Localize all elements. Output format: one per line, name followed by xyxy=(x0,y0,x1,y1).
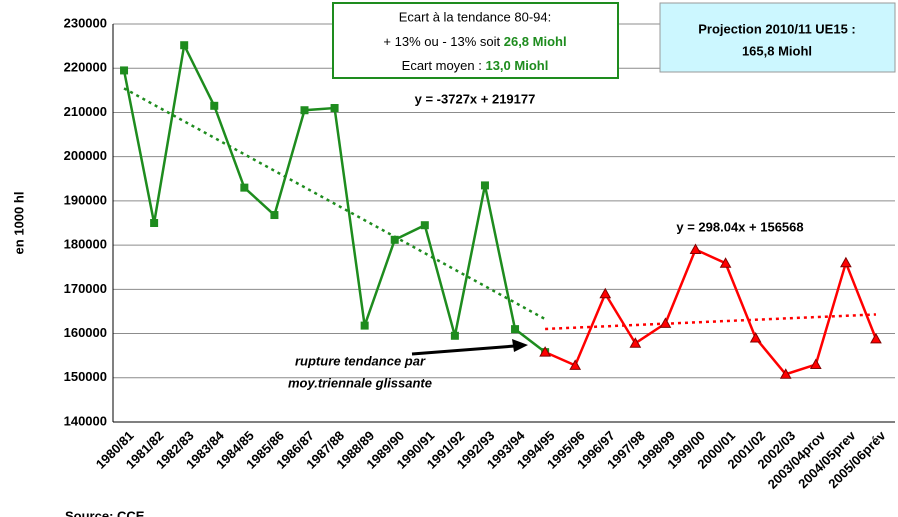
marker xyxy=(779,368,792,379)
box-highlight: 26,8 Miohl xyxy=(504,34,567,49)
y-tick-label: 210000 xyxy=(64,104,107,119)
arrow-note: moy.triennale glissante xyxy=(288,375,432,390)
y-tick-label: 180000 xyxy=(64,237,107,252)
y-tick-label: 190000 xyxy=(64,192,107,207)
y-tick-label: 150000 xyxy=(64,369,107,384)
y-tick-label: 170000 xyxy=(64,281,107,296)
marker xyxy=(300,106,309,115)
marker xyxy=(180,41,189,50)
source: Source: CCE xyxy=(65,508,145,517)
trend-line xyxy=(545,313,877,331)
marker xyxy=(689,243,702,255)
marker xyxy=(659,317,672,328)
marker xyxy=(330,104,339,113)
marker xyxy=(870,332,882,344)
box-text: + 13% ou - 13% soit xyxy=(383,34,503,49)
marker xyxy=(360,321,369,330)
trend-label: y = 298.04x + 156568 xyxy=(676,219,803,234)
plot: 140000 150000 160000 170000 180000 190000 2000… xyxy=(64,15,895,492)
marker xyxy=(390,235,399,244)
marker xyxy=(420,221,429,230)
y-tick-label: 230000 xyxy=(64,15,107,30)
series-line xyxy=(544,247,878,376)
marker xyxy=(150,219,159,227)
arrow-note: rupture tendance par xyxy=(295,353,426,368)
y-tick-label: 220000 xyxy=(64,60,107,75)
green-box xyxy=(332,2,619,79)
marker xyxy=(719,257,732,268)
y-axis-label: en 1000 hl xyxy=(11,192,26,255)
marker xyxy=(840,256,852,268)
projection-box xyxy=(659,2,896,73)
y-tick-label: 160000 xyxy=(64,325,107,340)
box-text: Ecart moyen : 13,0 Miohl xyxy=(402,58,549,73)
projection-text: 165,8 Miohl xyxy=(742,43,812,58)
marker xyxy=(270,211,279,220)
box-highlight: 13,0 Miohl xyxy=(485,58,548,73)
marker xyxy=(599,287,612,299)
marker xyxy=(240,183,249,192)
marker xyxy=(120,66,129,75)
marker xyxy=(749,331,762,343)
trend-line xyxy=(123,87,546,321)
trend-label: y = -3727x + 219177 xyxy=(415,91,536,106)
box-text: + 13% ou - 13% soit 26,8 Miohl xyxy=(383,34,566,49)
marker xyxy=(450,331,459,340)
marker xyxy=(480,181,489,190)
marker xyxy=(629,337,642,348)
marker xyxy=(809,358,822,370)
marker xyxy=(210,101,219,110)
marker xyxy=(539,346,551,357)
marker xyxy=(511,325,520,334)
projection-text: Projection 2010/11 UE15 : xyxy=(698,21,856,36)
box-text: Ecart à la tendance 80-94: xyxy=(399,9,552,24)
y-tick-label: 200000 xyxy=(64,148,107,163)
marker xyxy=(569,359,582,370)
arrow-head xyxy=(512,339,528,352)
arrow xyxy=(411,344,516,356)
box-text: Ecart moyen : xyxy=(402,58,486,73)
y-tick-label: 140000 xyxy=(64,413,107,428)
